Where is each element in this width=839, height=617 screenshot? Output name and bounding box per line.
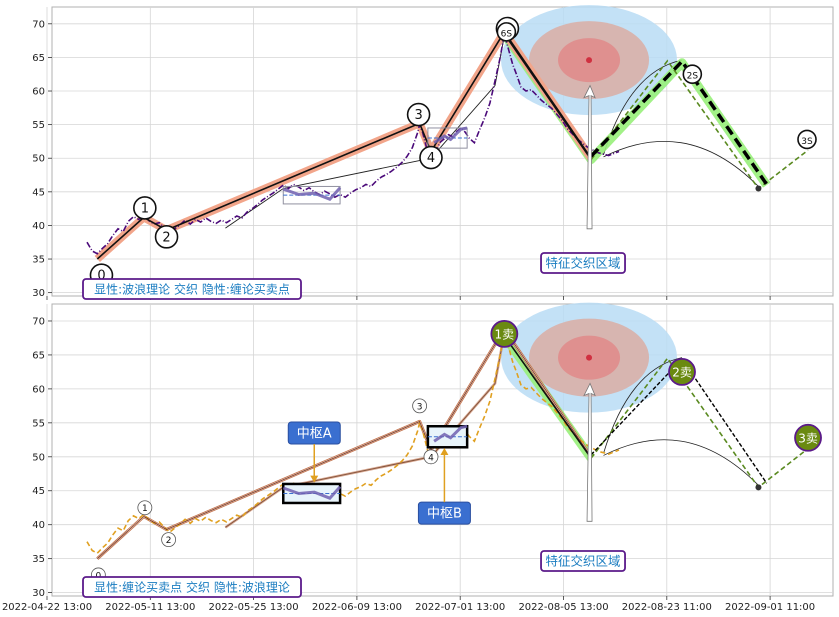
projection-black-dashed <box>589 58 769 186</box>
pivot-label-text: 中枢B <box>427 507 462 522</box>
y-tick-label: 45 <box>32 187 45 198</box>
wave-label-text: 2 <box>162 230 170 245</box>
wave-label-text: 3S <box>801 137 813 147</box>
y-tick-label: 60 <box>32 384 45 395</box>
wave-label-circle <box>423 449 439 465</box>
wave-label-text: 3 <box>414 108 422 123</box>
pivot-zigzag <box>433 126 468 145</box>
sell-point-circle <box>668 358 696 386</box>
annotation-box <box>540 252 626 274</box>
wave-label-circle <box>412 398 428 414</box>
y-tick-label: 55 <box>32 418 45 429</box>
y-tick-label: 55 <box>32 120 45 131</box>
wave-label-text: 1 <box>141 201 149 216</box>
region-center <box>586 354 593 361</box>
y-tick-label: 40 <box>32 221 45 232</box>
y-tick-label: 65 <box>32 53 45 64</box>
pivot-zigzag <box>282 186 342 201</box>
region-arrow <box>583 382 596 522</box>
region-arrow <box>583 84 596 230</box>
y-tick-label: 35 <box>32 255 45 266</box>
wave-label-text: 4 <box>428 453 434 463</box>
wave-label-circle <box>797 129 817 150</box>
wave-down-line <box>503 33 592 161</box>
fib-arc <box>603 141 759 187</box>
caption-text: 显性:缠论买卖点 交织 隐性:波浪理论 <box>94 580 290 595</box>
plot-frame <box>51 303 834 597</box>
projection-dashed <box>590 356 809 489</box>
annotation-box <box>540 550 626 572</box>
caption-box <box>82 278 302 300</box>
wave-label-circle <box>137 500 153 516</box>
sell-point-text: 1卖 <box>495 327 515 341</box>
y-tick-label: 40 <box>32 520 45 531</box>
panel-bottom: 30 35 40 45 50 55 60 65 70 2022-04-22 13:00 2022-0… <box>2 302 834 613</box>
sell-point-circle <box>794 423 822 452</box>
y-tick-label: 45 <box>32 486 45 497</box>
projection-end-dot <box>755 185 762 192</box>
price-line <box>86 33 620 255</box>
wave-label-circle <box>161 532 177 548</box>
y-tick-label: 70 <box>32 316 45 327</box>
wave-label-text: 6S <box>501 29 513 39</box>
x-tick-label: 2022-07-01 13:00 <box>415 602 505 613</box>
x-tick-label: 2022-08-05 13:00 <box>518 602 608 613</box>
x-tick-label: 2022-05-25 13:00 <box>209 602 299 613</box>
caption-text: 显性:波浪理论 交织 隐性:缠论买卖点 <box>94 282 290 297</box>
sell-point-text: 3卖 <box>798 431 818 445</box>
projection-dashed <box>590 59 809 190</box>
pivot-zigzag <box>282 485 342 500</box>
wave-label-text: 0 <box>97 269 105 284</box>
x-tick-label: 2022-05-11 13:00 <box>105 602 195 613</box>
wave-label-circle <box>682 64 703 85</box>
wave-label-text: 2S <box>687 72 699 82</box>
y-tick-label: 30 <box>32 288 45 299</box>
wave-label-circle <box>419 145 443 170</box>
y-tick-label: 65 <box>32 350 45 361</box>
x-tick-label: 2022-06-09 13:00 <box>312 602 402 613</box>
annotation-text: 特征交织区域 <box>546 256 621 271</box>
wave-label-circle <box>406 102 431 127</box>
sell-point-text: 2卖 <box>672 365 692 379</box>
pivot-pointer-head <box>310 475 319 483</box>
y-tick-label: 60 <box>32 87 45 98</box>
caption-box <box>82 576 302 598</box>
y-tick-label: 50 <box>32 154 45 165</box>
pivot-pointer-head <box>440 447 449 455</box>
wave-label-text: 2 <box>166 536 172 546</box>
projection-end-dot <box>755 484 762 491</box>
wave-label-circle <box>154 225 179 249</box>
wave-label-circle <box>133 196 157 220</box>
y-tick-label: 50 <box>32 452 45 463</box>
annotation-text: 特征交织区域 <box>546 554 621 569</box>
wave-label-text: 3 <box>417 402 423 412</box>
fib-arc <box>603 439 759 486</box>
wave-label-circle <box>496 22 517 42</box>
plot-frame <box>51 6 834 297</box>
y-tick-label: 30 <box>32 588 45 599</box>
x-tick-label: 2022-08-23 11:00 <box>622 602 712 613</box>
panel-top: 3035404550556065700123456S2S3S特征交织区域显性:波… <box>32 5 834 300</box>
wave-down-line <box>503 335 592 459</box>
wave-label-text: 1 <box>142 504 148 514</box>
y-tick-label: 70 <box>32 19 45 30</box>
pivot-label-text: 中枢A <box>297 427 332 442</box>
y-tick-label: 35 <box>32 554 45 565</box>
region-center <box>586 57 593 64</box>
sell-point-circle <box>490 319 519 348</box>
x-tick-label: 2022-09-01 11:00 <box>725 602 815 613</box>
pivot-zigzag <box>433 424 468 443</box>
wave-label-text: 4 <box>427 151 435 166</box>
x-tick-label: 2022-04-22 13:00 <box>2 602 92 613</box>
